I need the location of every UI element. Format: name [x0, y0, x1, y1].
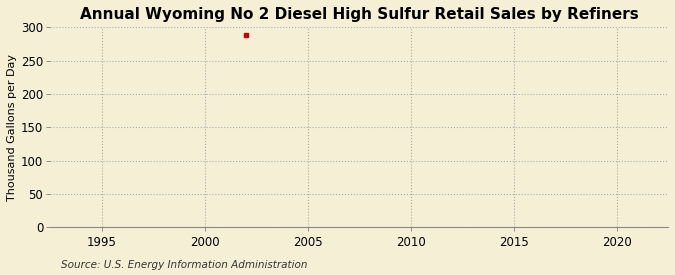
Title: Annual Wyoming No 2 Diesel High Sulfur Retail Sales by Refiners: Annual Wyoming No 2 Diesel High Sulfur R… [80, 7, 639, 22]
Text: Source: U.S. Energy Information Administration: Source: U.S. Energy Information Administ… [61, 260, 307, 270]
Y-axis label: Thousand Gallons per Day: Thousand Gallons per Day [7, 54, 17, 201]
